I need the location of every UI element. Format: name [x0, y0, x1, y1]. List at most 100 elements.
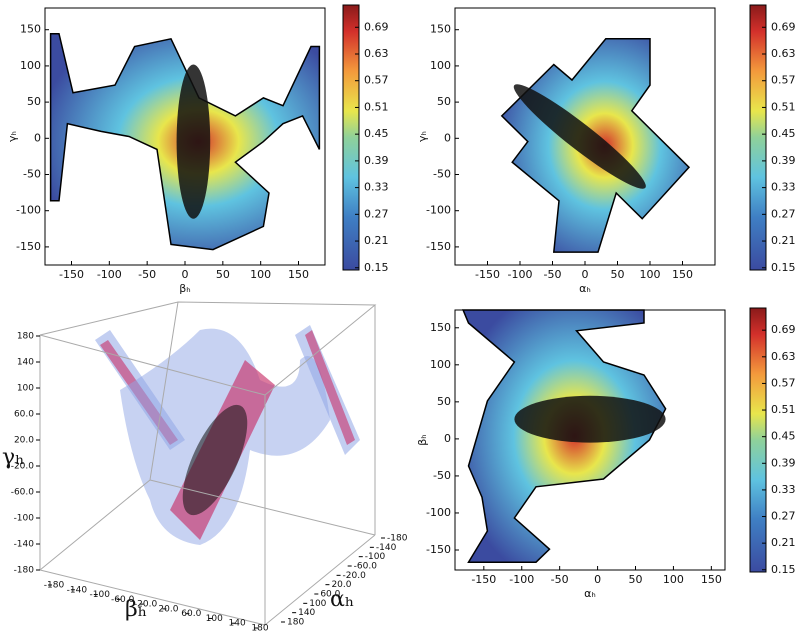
colorbar-tick-label: 0.27 [364, 207, 389, 220]
colorbar-tick-label: 0.45 [771, 430, 796, 443]
axis-tick-label: 20.0 [14, 436, 34, 446]
axis-tick-label: -180 [14, 566, 35, 576]
axis-tick-label: -20.0 [343, 571, 367, 581]
y-tick-label: 100 [430, 59, 451, 72]
y-tick-label: 100 [430, 358, 451, 371]
axis-tick-label: -100 [90, 590, 111, 600]
x-tick-label: -50 [138, 268, 156, 281]
x-tick-label: -100 [508, 268, 533, 281]
colorbar-tick-label: 0.15 [364, 261, 389, 274]
colorbar-tick-label: 0.63 [771, 350, 796, 363]
axis-tick-label: -180 [387, 534, 408, 544]
x-tick-label: 150 [672, 268, 693, 281]
colorbar-tick-label: 0.57 [771, 376, 796, 389]
y-tick-label: -150 [426, 543, 451, 556]
scatter-cloud [513, 84, 646, 189]
colorbar-tick-label: 0.45 [771, 127, 796, 140]
x-tick-label: 50 [216, 268, 230, 281]
y-tick-label: 0 [444, 131, 451, 144]
colorbar-tick-label: 0.21 [771, 234, 796, 247]
y-tick-label: 150 [430, 23, 451, 36]
y-tick-label: -150 [426, 240, 451, 253]
colorbar-tick-label: 0.51 [364, 100, 389, 113]
x-tick-label: 100 [250, 268, 271, 281]
x-tick-label: -100 [97, 268, 122, 281]
axis-tick-label: 140 [229, 619, 246, 629]
axis-tick-label: 60.0 [181, 609, 201, 619]
axis-tick-label: -100 [14, 514, 35, 524]
y-tick-label: 150 [20, 23, 41, 36]
colorbar-tick-label: 0.33 [364, 181, 389, 194]
axis-tick-label: -180 [44, 581, 65, 591]
axis-tick-label: 100 [309, 599, 326, 609]
x-tick-label: 0 [582, 268, 589, 281]
axis-tick-label: -60.0 [111, 595, 135, 605]
x-axis-label: αₕ [584, 587, 596, 600]
axis-tick-label: -140 [14, 540, 35, 550]
x-tick-label: -100 [509, 573, 534, 586]
axis-tick-label: 100 [206, 614, 223, 624]
y-tick-label: 100 [20, 59, 41, 72]
axis-tick-label: 140 [17, 358, 34, 368]
y-tick-label: 0 [444, 432, 451, 445]
axis-tick-label: 180 [17, 332, 34, 342]
colorbar-tick-label: 0.21 [771, 536, 796, 549]
axis-tick-label: 180 [251, 624, 268, 632]
colorbar-tick-label: 0.69 [771, 20, 796, 33]
y-tick-label: -100 [426, 204, 451, 217]
axis-tick-label: 60.0 [14, 410, 34, 420]
colorbar-tick-label: 0.69 [771, 323, 796, 336]
y-tick-label: 0 [34, 131, 41, 144]
colorbar-tick-label: 0.51 [771, 100, 796, 113]
x-axis-label: βₕ [179, 282, 190, 295]
colorbar-tick-label: 0.27 [771, 510, 796, 523]
x-axis-label: αₕ [579, 282, 591, 295]
colorbar-tick-label: 0.27 [771, 207, 796, 220]
x-axis-label: βₕ [125, 597, 147, 622]
axis-tick-label: -60.0 [354, 562, 378, 572]
z-axis-label: γₕ [2, 445, 25, 470]
plot-frame [454, 309, 726, 571]
y-tick-label: -100 [426, 506, 451, 519]
x-tick-label: 50 [611, 268, 625, 281]
x-tick-label: 150 [288, 268, 309, 281]
y-tick-label: 50 [27, 95, 41, 108]
colorbar-tick-label: 0.39 [771, 154, 796, 167]
y-axis-label: βₕ [416, 434, 429, 445]
y-axis-label: γₕ [6, 131, 19, 142]
colorbar-tick-label: 0.45 [364, 127, 389, 140]
y-tick-label: 50 [437, 95, 451, 108]
axis-tick-label: 20.0 [158, 604, 178, 614]
colorbar [342, 4, 360, 271]
y-axis-label: γₕ [416, 131, 429, 142]
x-tick-label: 50 [629, 573, 643, 586]
colorbar-tick-label: 0.33 [771, 181, 796, 194]
y-tick-label: -150 [16, 240, 41, 253]
axis-tick-label: -60.0 [11, 488, 35, 498]
x-tick-label: 100 [663, 573, 684, 586]
y-axis-label: αₕ [330, 587, 354, 612]
y-tick-label: -50 [433, 469, 451, 482]
colorbar-tick-label: 0.51 [771, 403, 796, 416]
colorbar-tick-label: 0.21 [364, 234, 389, 247]
colorbar-tick-label: 0.63 [364, 47, 389, 60]
colorbar-tick-label: 0.39 [364, 154, 389, 167]
axis-tick-label: -20.0 [11, 462, 35, 472]
y-tick-label: 50 [437, 395, 451, 408]
x-tick-label: -50 [544, 268, 562, 281]
axis-tick-label: 100 [17, 384, 34, 394]
colorbar-tick-label: 0.69 [364, 20, 389, 33]
x-tick-label: 100 [640, 268, 661, 281]
colorbar [749, 4, 767, 271]
y-tick-label: -100 [16, 204, 41, 217]
scatter-cloud [182, 404, 248, 516]
colorbar-tick-label: 0.57 [364, 74, 389, 87]
x-tick-label: 0 [182, 268, 189, 281]
axis-tick-label: -140 [376, 543, 397, 553]
y-tick-label: -50 [433, 168, 451, 181]
scatter-cloud [176, 64, 211, 219]
panel-3d-decor [39, 301, 377, 626]
x-tick-label: -150 [59, 268, 84, 281]
axis-tick-label: 180 [287, 618, 304, 628]
